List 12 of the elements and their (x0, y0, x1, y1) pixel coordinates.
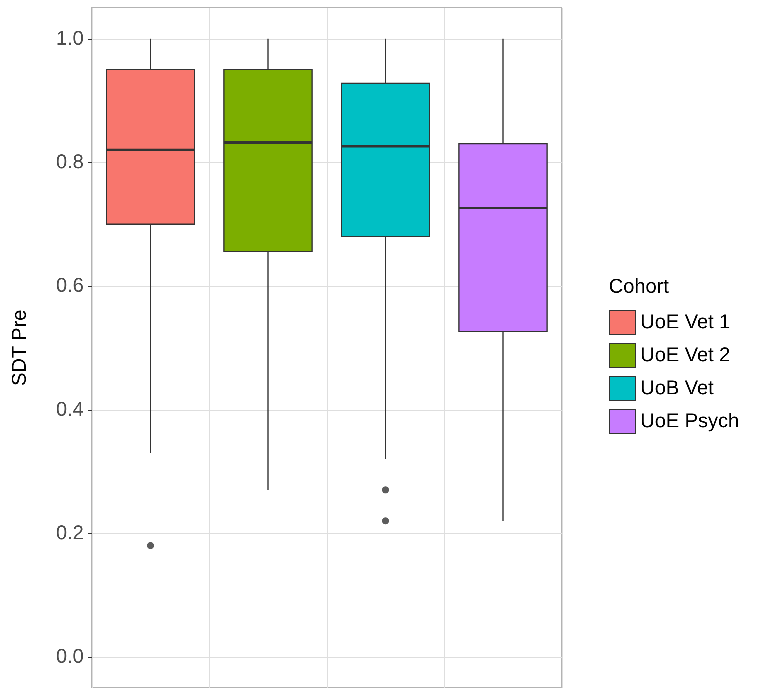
legend-label: UoE Vet 2 (640, 344, 731, 366)
y-axis-title: SDT Pre (9, 310, 31, 386)
legend-title: Cohort (609, 276, 670, 298)
legend-label: UoE Psych (640, 410, 740, 432)
y-tick-label: 0.6 (56, 275, 84, 298)
y-tick-label: 0.8 (56, 152, 84, 174)
y-tick-label: 0.2 (56, 522, 84, 544)
y-tick-label: 0.4 (56, 398, 84, 421)
y-tick-label: 1.0 (56, 28, 84, 50)
legend-label: UoB Vet (640, 378, 714, 400)
y-tick-label: 0.0 (56, 646, 84, 668)
legend-label: UoE Vet 1 (640, 312, 731, 334)
